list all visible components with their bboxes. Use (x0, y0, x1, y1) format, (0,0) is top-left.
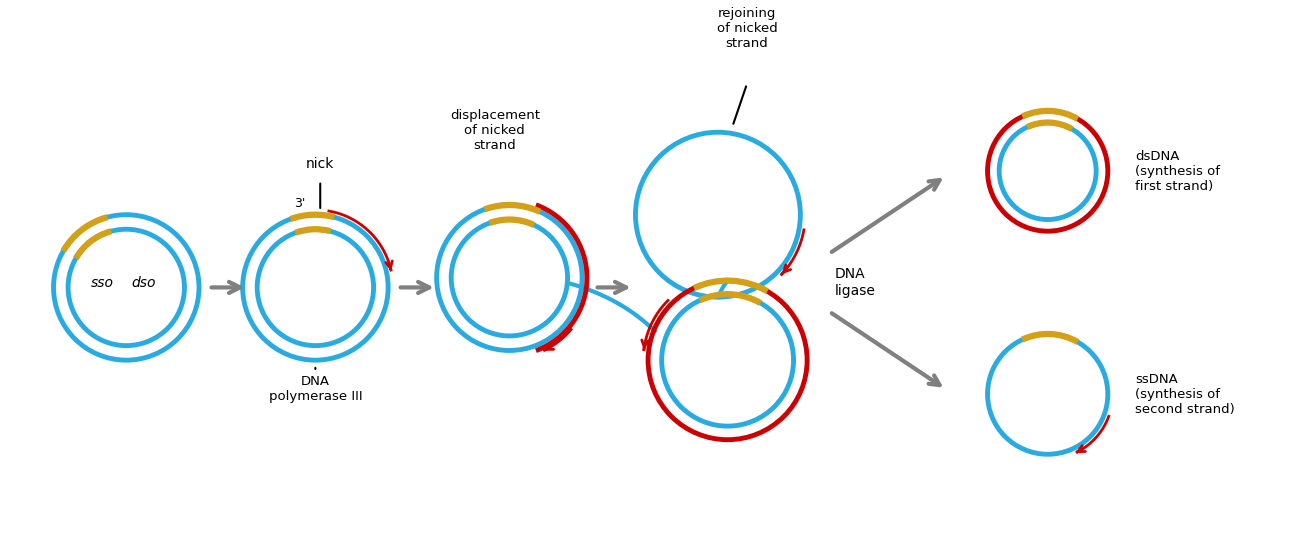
Text: dsDNA
(synthesis of
first strand): dsDNA (synthesis of first strand) (1134, 150, 1220, 192)
Text: rejoining
of nicked
strand: rejoining of nicked strand (717, 7, 778, 50)
Text: displacement
of nicked
strand: displacement of nicked strand (450, 108, 540, 151)
Text: ssDNA
(synthesis of
second strand): ssDNA (synthesis of second strand) (1134, 373, 1235, 415)
Text: 3': 3' (294, 197, 306, 210)
Text: DNA
polymerase III: DNA polymerase III (268, 375, 362, 402)
Text: dso: dso (131, 276, 156, 290)
Text: nick: nick (306, 157, 334, 171)
Text: sso: sso (91, 276, 113, 290)
Text: DNA
ligase: DNA ligase (834, 267, 876, 298)
